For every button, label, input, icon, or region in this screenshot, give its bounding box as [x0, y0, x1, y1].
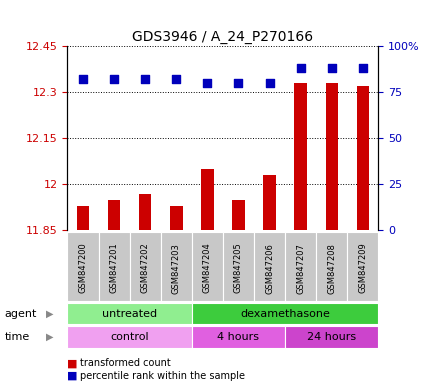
Bar: [201, 169, 213, 230]
Text: ▶: ▶: [46, 309, 53, 319]
Text: ■: ■: [67, 358, 78, 368]
Text: GSM847208: GSM847208: [326, 243, 335, 293]
Point: [296, 65, 303, 71]
Bar: [67, 232, 98, 301]
Point: [358, 65, 365, 71]
Bar: [191, 326, 285, 348]
Bar: [67, 326, 191, 348]
Text: GSM847203: GSM847203: [171, 243, 181, 293]
Text: GSM847209: GSM847209: [358, 243, 367, 293]
Bar: [76, 206, 89, 230]
Text: dexamethasone: dexamethasone: [240, 309, 329, 319]
Bar: [67, 303, 191, 324]
Bar: [232, 200, 244, 230]
Bar: [294, 83, 306, 230]
Bar: [263, 175, 275, 230]
Bar: [222, 232, 253, 301]
Text: 24 hours: 24 hours: [306, 332, 355, 342]
Bar: [285, 232, 316, 301]
Bar: [191, 303, 378, 324]
Bar: [316, 232, 346, 301]
Point: [79, 76, 86, 82]
Bar: [356, 86, 368, 230]
Bar: [285, 326, 378, 348]
Text: GSM847207: GSM847207: [296, 243, 305, 293]
Bar: [129, 232, 161, 301]
Bar: [161, 232, 191, 301]
Text: ■: ■: [67, 371, 78, 381]
Bar: [347, 232, 378, 301]
Point: [328, 65, 335, 71]
Point: [110, 76, 117, 82]
Text: 4 hours: 4 hours: [217, 332, 259, 342]
Text: GSM847204: GSM847204: [202, 243, 211, 293]
Text: ▶: ▶: [46, 332, 53, 342]
Bar: [191, 232, 223, 301]
Text: agent: agent: [4, 309, 36, 319]
Point: [172, 76, 179, 82]
Text: untreated: untreated: [102, 309, 157, 319]
Bar: [253, 232, 285, 301]
Text: transformed count: transformed count: [80, 358, 171, 368]
Bar: [108, 200, 120, 230]
Point: [266, 80, 273, 86]
Bar: [98, 232, 129, 301]
Title: GDS3946 / A_24_P270166: GDS3946 / A_24_P270166: [132, 30, 313, 44]
Text: GSM847202: GSM847202: [140, 243, 149, 293]
Text: time: time: [4, 332, 30, 342]
Text: GSM847205: GSM847205: [233, 243, 243, 293]
Bar: [138, 194, 151, 230]
Bar: [325, 83, 337, 230]
Text: percentile rank within the sample: percentile rank within the sample: [80, 371, 245, 381]
Bar: [170, 206, 182, 230]
Text: control: control: [110, 332, 148, 342]
Point: [204, 80, 210, 86]
Text: GSM847206: GSM847206: [264, 243, 273, 293]
Text: GSM847201: GSM847201: [109, 243, 118, 293]
Point: [141, 76, 148, 82]
Point: [234, 80, 241, 86]
Text: GSM847200: GSM847200: [78, 243, 87, 293]
